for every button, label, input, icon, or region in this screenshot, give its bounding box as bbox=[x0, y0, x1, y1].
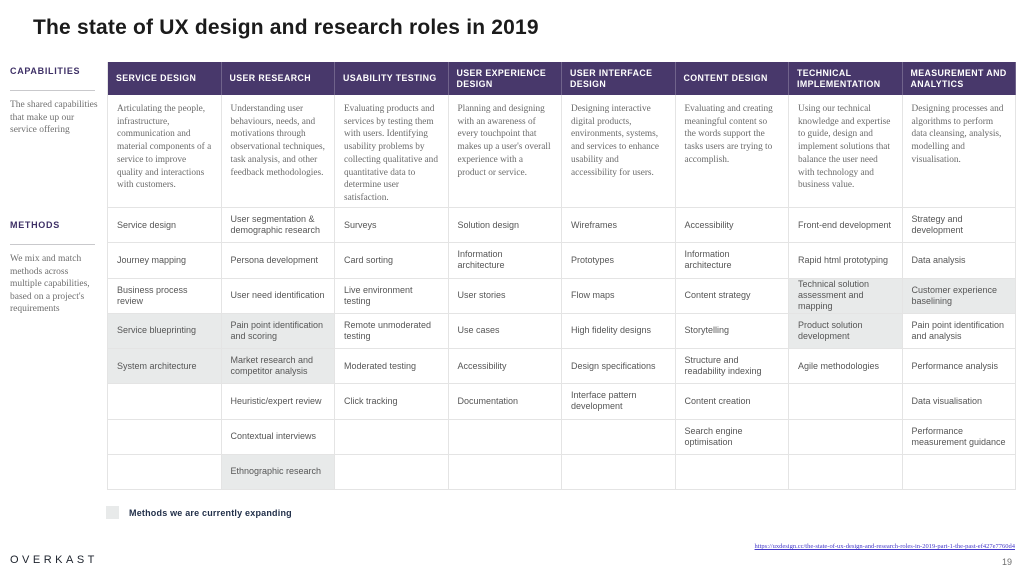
method-cell-user-stories: User stories bbox=[448, 278, 562, 314]
method-cell-empty bbox=[108, 419, 222, 455]
capability-description-service-design: Articulating the people, infrastructure,… bbox=[108, 95, 222, 208]
method-cell-surveys: Surveys bbox=[335, 208, 449, 244]
method-cell-user-need-identification: User need identification bbox=[221, 278, 335, 314]
method-cell-interface-pattern-development: Interface pattern development bbox=[562, 384, 676, 420]
method-cell-agile-methodologies: Agile methodologies bbox=[789, 349, 903, 385]
source-link[interactable]: https://uxdesign.cc/the-state-of-ux-desi… bbox=[754, 543, 1015, 550]
legend-swatch bbox=[106, 506, 119, 519]
divider bbox=[10, 90, 95, 91]
method-cell-empty bbox=[675, 454, 789, 490]
column-header-usability-testing: USABILITY TESTING bbox=[335, 62, 449, 95]
column-header-measurement-and-analytics: MEASUREMENT AND ANALYTICS bbox=[902, 62, 1016, 95]
method-cell-solution-design: Solution design bbox=[448, 208, 562, 244]
column-header-service-design: SERVICE DESIGN bbox=[108, 62, 222, 95]
method-cell-user-segmentation-demographic-research: User segmentation & demographic research bbox=[221, 208, 335, 244]
method-cell-customer-experience-baselining: Customer experience baselining bbox=[902, 278, 1016, 314]
method-cell-empty bbox=[789, 419, 903, 455]
method-cell-information-architecture: Information architecture bbox=[448, 243, 562, 279]
capability-description-technical-implementation: Using our technical knowledge and expert… bbox=[789, 95, 903, 208]
method-cell-high-fidelity-designs: High fidelity designs bbox=[562, 313, 676, 349]
method-cell-accessibility: Accessibility bbox=[448, 349, 562, 385]
method-cell-documentation: Documentation bbox=[448, 384, 562, 420]
method-cell-data-analysis: Data analysis bbox=[902, 243, 1016, 279]
method-cell-click-tracking: Click tracking bbox=[335, 384, 449, 420]
method-cell-content-creation: Content creation bbox=[675, 384, 789, 420]
divider bbox=[10, 244, 95, 245]
method-cell-empty bbox=[562, 454, 676, 490]
capabilities-description: The shared capabilities that make up our… bbox=[10, 100, 98, 135]
method-cell-live-environment-testing: Live environment testing bbox=[335, 278, 449, 314]
capabilities-heading: CAPABILITIES bbox=[10, 66, 81, 76]
method-cell-pain-point-identification-and-analysis: Pain point identification and analysis bbox=[902, 313, 1016, 349]
method-cell-design-specifications: Design specifications bbox=[562, 349, 676, 385]
method-cell-system-architecture: System architecture bbox=[108, 349, 222, 385]
method-cell-empty bbox=[789, 454, 903, 490]
sidebar-capabilities-section: CAPABILITIES The shared capabilities tha… bbox=[10, 66, 99, 137]
method-cell-structure-and-readability-indexing: Structure and readability indexing bbox=[675, 349, 789, 385]
capability-description-content-design: Evaluating and creating meaningful conte… bbox=[675, 95, 789, 208]
method-cell-pain-point-identification-and-scoring: Pain point identification and scoring bbox=[221, 313, 335, 349]
overkast-logo: OVERKAST bbox=[10, 554, 98, 566]
method-cell-empty bbox=[108, 384, 222, 420]
method-cell-empty bbox=[562, 419, 676, 455]
method-cell-ethnographic-research: Ethnographic research bbox=[221, 454, 335, 490]
method-cell-use-cases: Use cases bbox=[448, 313, 562, 349]
method-cell-service-blueprinting: Service blueprinting bbox=[108, 313, 222, 349]
method-cell-performance-analysis: Performance analysis bbox=[902, 349, 1016, 385]
method-cell-remote-unmoderated-testing: Remote unmoderated testing bbox=[335, 313, 449, 349]
method-cell-search-engine-optimisation: Search engine optimisation bbox=[675, 419, 789, 455]
method-cell-storytelling: Storytelling bbox=[675, 313, 789, 349]
method-cell-card-sorting: Card sorting bbox=[335, 243, 449, 279]
column-header-user-experience-design: USER EXPERIENCE DESIGN bbox=[448, 62, 562, 95]
method-cell-moderated-testing: Moderated testing bbox=[335, 349, 449, 385]
page-number: 19 bbox=[1001, 557, 1012, 567]
method-cell-strategy-and-development: Strategy and development bbox=[902, 208, 1016, 244]
method-cell-empty bbox=[335, 454, 449, 490]
method-cell-accessibility: Accessibility bbox=[675, 208, 789, 244]
method-cell-empty bbox=[902, 454, 1016, 490]
method-cell-content-strategy: Content strategy bbox=[675, 278, 789, 314]
method-cell-prototypes: Prototypes bbox=[562, 243, 676, 279]
method-cell-empty bbox=[108, 454, 222, 490]
column-header-technical-implementation: TECHNICAL IMPLEMENTATION bbox=[789, 62, 903, 95]
column-header-content-design: CONTENT DESIGN bbox=[675, 62, 789, 95]
legend-label: Methods we are currently expanding bbox=[129, 507, 292, 518]
capability-description-user-interface-design: Designing interactive digital products, … bbox=[562, 95, 676, 208]
method-cell-heuristic-expert-review: Heuristic/expert review bbox=[221, 384, 335, 420]
method-cell-market-research-and-competitor-analysis: Market research and competitor analysis bbox=[221, 349, 335, 385]
capability-description-user-research: Understanding user behaviours, needs, an… bbox=[221, 95, 335, 208]
page-title: The state of UX design and research role… bbox=[33, 16, 539, 39]
method-cell-information-architecture: Information architecture bbox=[675, 243, 789, 279]
method-cell-performance-measurement-guidance: Performance measurement guidance bbox=[902, 419, 1016, 455]
method-cell-empty bbox=[789, 384, 903, 420]
column-header-user-research: USER RESEARCH bbox=[221, 62, 335, 95]
capabilities-methods-table: SERVICE DESIGN USER RESEARCH USABILITY TES… bbox=[107, 62, 1016, 490]
method-cell-empty bbox=[448, 419, 562, 455]
methods-description: We mix and match methods across multiple… bbox=[10, 254, 90, 314]
method-cell-service-design: Service design bbox=[108, 208, 222, 244]
method-cell-flow-maps: Flow maps bbox=[562, 278, 676, 314]
method-cell-persona-development: Persona development bbox=[221, 243, 335, 279]
sidebar-methods-section: METHODS We mix and match methods across … bbox=[10, 220, 99, 316]
capability-description-user-experience-design: Planning and designing with an awareness… bbox=[448, 95, 562, 208]
method-cell-product-solution-development: Product solution development bbox=[789, 313, 903, 349]
capability-description-usability-testing: Evaluating products and services by test… bbox=[335, 95, 449, 208]
method-cell-business-process-review: Business process review bbox=[108, 278, 222, 314]
method-cell-technical-solution-assessment-and-mapping: Technical solution assessment and mappin… bbox=[789, 278, 903, 314]
method-cell-wireframes: Wireframes bbox=[562, 208, 676, 244]
methods-heading: METHODS bbox=[10, 220, 60, 230]
capability-description-measurement-and-analytics: Designing processes and algorithms to pe… bbox=[902, 95, 1016, 208]
method-cell-front-end-development: Front-end development bbox=[789, 208, 903, 244]
method-cell-empty bbox=[335, 419, 449, 455]
legend: Methods we are currently expanding bbox=[106, 506, 292, 519]
column-header-user-interface-design: USER INTERFACE DESIGN bbox=[562, 62, 676, 95]
method-cell-rapid-html-prototyping: Rapid html prototyping bbox=[789, 243, 903, 279]
method-cell-journey-mapping: Journey mapping bbox=[108, 243, 222, 279]
method-cell-empty bbox=[448, 454, 562, 490]
method-cell-contextual-interviews: Contextual interviews bbox=[221, 419, 335, 455]
method-cell-data-visualisation: Data visualisation bbox=[902, 384, 1016, 420]
